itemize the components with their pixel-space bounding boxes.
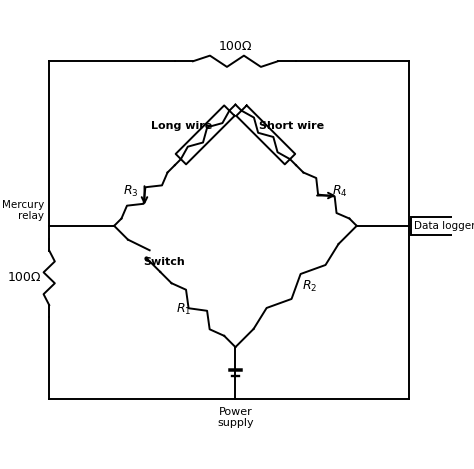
Text: Long wire: Long wire [151, 121, 212, 130]
Bar [411, 217, 474, 235]
Text: Power
supply: Power supply [217, 407, 254, 429]
Text: Short wire: Short wire [259, 121, 324, 130]
Text: $R_3$: $R_3$ [123, 184, 138, 199]
Text: Switch: Switch [144, 257, 185, 267]
Text: $R_4$: $R_4$ [332, 184, 348, 199]
Text: 100Ω: 100Ω [8, 271, 41, 284]
Text: Data logger: Data logger [414, 221, 474, 231]
Text: 100Ω: 100Ω [219, 40, 252, 53]
Text: $R_1$: $R_1$ [176, 302, 191, 317]
Text: $R_2$: $R_2$ [302, 279, 318, 294]
Text: Mercury
relay: Mercury relay [2, 200, 44, 221]
